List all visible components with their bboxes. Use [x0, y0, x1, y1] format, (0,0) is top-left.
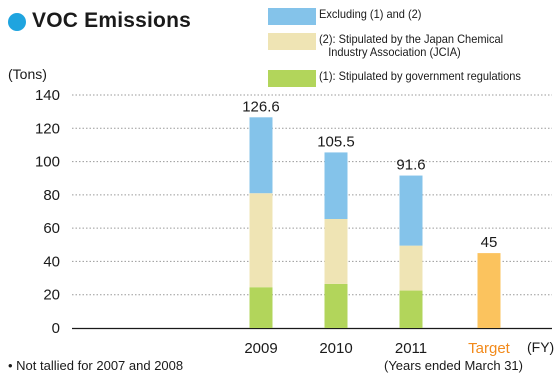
bar-segment: [399, 290, 423, 328]
bar-total-label: 105.5: [317, 133, 355, 150]
footnote-fiscal-year: (Years ended March 31): [384, 358, 523, 373]
footnote-not-tallied: • Not tallied for 2007 and 2008: [8, 358, 184, 373]
y-tick-label: 0: [52, 320, 60, 337]
x-tick-label: 2009: [244, 340, 277, 357]
title-bullet-icon: [8, 13, 26, 31]
y-tick-label: 140: [35, 87, 60, 104]
bar-total-label: 91.6: [396, 157, 425, 174]
bar-segment: [324, 218, 348, 284]
legend-label: Excluding (1) and (2): [319, 7, 422, 21]
bar-segment: [324, 152, 348, 219]
y-tick-label: 80: [43, 187, 60, 204]
bar-segment: [399, 245, 423, 291]
y-tick-label: 40: [43, 253, 60, 270]
x-tick-label: 2011: [395, 340, 427, 357]
y-tick-label: 100: [35, 154, 60, 171]
legend-swatch: [268, 70, 316, 87]
bar-total-label: 45: [481, 234, 498, 251]
x-axis-unit-label: (FY): [527, 339, 555, 355]
bar-segment: [249, 193, 273, 288]
legend-swatch: [268, 8, 316, 25]
legend-item-excluding: Excluding (1) and (2): [268, 8, 430, 25]
bar-segment: [249, 117, 273, 194]
bar-segment: [477, 253, 501, 328]
chart-title: VOC Emissions: [32, 9, 191, 32]
legend-label: (2): Stipulated by the Japan Chemical In…: [319, 32, 504, 59]
bar-segment: [324, 283, 348, 328]
y-axis-unit-label: (Tons): [8, 66, 47, 82]
legend-label: (1): Stipulated by government regulation…: [319, 69, 521, 83]
x-tick-label: 2010: [319, 340, 352, 357]
y-tick-label: 20: [43, 287, 60, 304]
bar-total-label: 126.6: [242, 98, 280, 115]
legend-swatch: [268, 33, 316, 50]
bar-segment: [399, 175, 423, 246]
x-tick-label: Target: [468, 340, 511, 357]
legend-item-jcia: (2): Stipulated by the Japan Chemical In…: [268, 33, 519, 59]
bar-segment: [249, 287, 273, 328]
y-tick-label: 60: [43, 220, 60, 237]
y-tick-label: 120: [35, 120, 60, 137]
legend-item-government: (1): Stipulated by government regulation…: [268, 70, 538, 87]
